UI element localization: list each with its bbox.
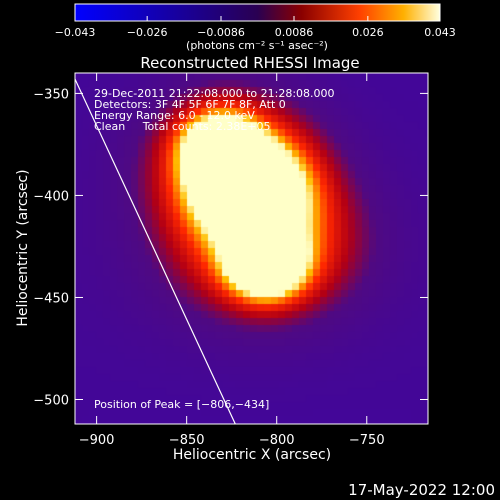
y-tick-label: −450 <box>33 291 69 306</box>
x-tick-label: −850 <box>169 433 205 448</box>
colorbar-ticks: −0.043 −0.026 −0.0086 0.0086 0.026 0.043 <box>55 16 456 39</box>
render-date: 17-May-2022 12:00 <box>348 481 495 499</box>
colorbar-tick-label: 0.043 <box>424 26 456 39</box>
heatmap-image <box>75 73 428 424</box>
annotation-block: 29-Dec-2011 21:22:08.000 to 21:28:08.000… <box>94 87 335 133</box>
solar-limb-line <box>75 78 236 424</box>
y-tick-label: −400 <box>33 189 69 204</box>
colorbar-tick-label: 0.0086 <box>275 26 314 39</box>
heatmap-canvas-container <box>75 73 428 424</box>
annotation-time-range: 29-Dec-2011 21:22:08.000 to 21:28:08.000 <box>94 87 335 100</box>
annotation-total-counts: Clean Total counts: 2.38E+05 <box>94 120 271 133</box>
y-tick-label: −350 <box>33 87 69 102</box>
annotation-detectors: Detectors: 3F 4F 5F 6F 7F 8F, Att 0 <box>94 98 286 111</box>
axis-ticks: −900 −850 −800 −750 −350 −400 −450 −500 <box>33 73 428 448</box>
chart-title: Reconstructed RHESSI Image <box>140 54 359 72</box>
x-tick-label: −900 <box>79 433 115 448</box>
y-axis-label: Heliocentric Y (arcsec) <box>15 169 31 326</box>
annotation-energy-range: Energy Range: 6.0 - 12.0 keV <box>94 109 255 122</box>
x-tick-label: −800 <box>259 433 295 448</box>
x-tick-label: −750 <box>349 433 385 448</box>
colorbar-tick-label: −0.0086 <box>197 26 245 39</box>
peak-position-label: Position of Peak = [−806,−434] <box>94 398 269 411</box>
colorbar-units: (photons cm⁻² s⁻¹ asec⁻²) <box>186 39 328 52</box>
colorbar-tick-label: 0.026 <box>352 26 384 39</box>
y-tick-label: −500 <box>33 394 69 409</box>
colorbar <box>74 3 441 22</box>
colorbar-tick-label: −0.043 <box>55 26 96 39</box>
plot-frame <box>74 72 429 425</box>
colorbar-tick-label: −0.026 <box>127 26 168 39</box>
x-axis-label: Heliocentric X (arcsec) <box>173 447 331 463</box>
